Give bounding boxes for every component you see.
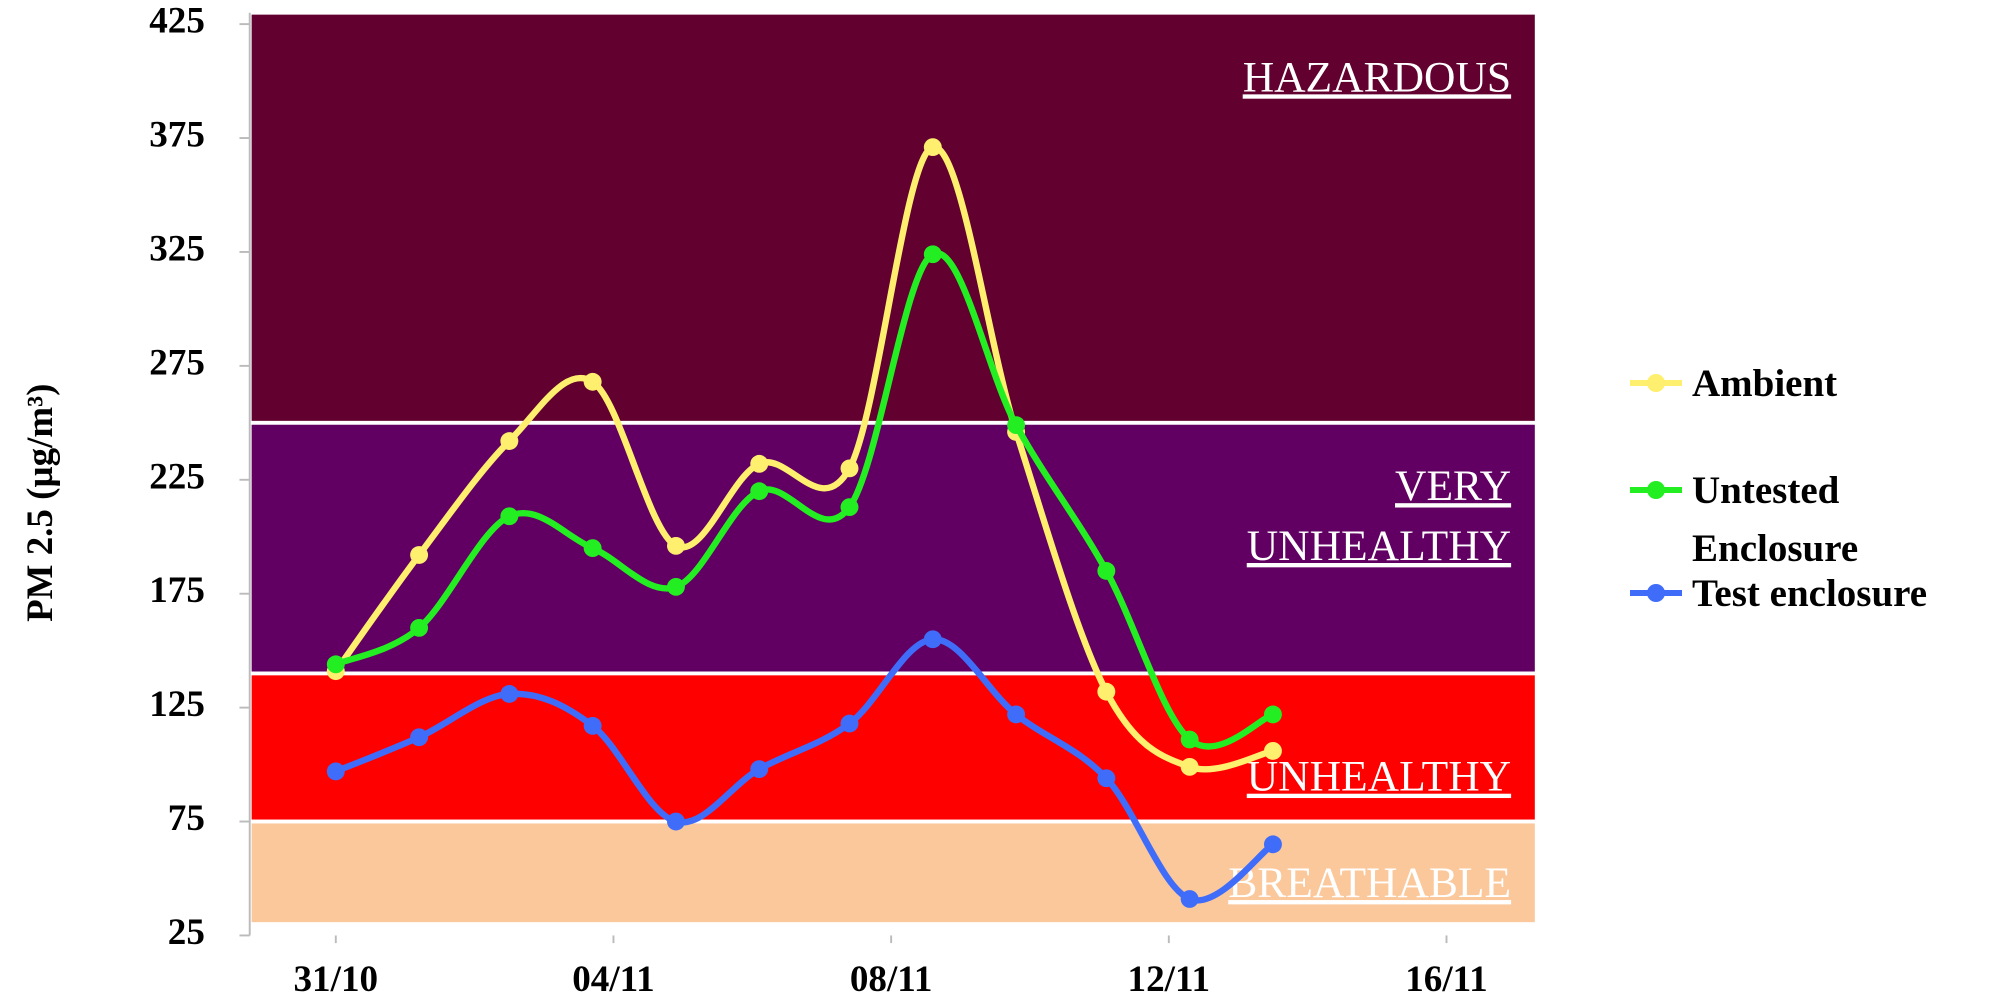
legend-dot xyxy=(1647,584,1665,602)
x-tick-label: 16/11 xyxy=(1405,959,1488,1000)
data-point xyxy=(326,762,345,781)
data-point xyxy=(1007,416,1026,435)
data-point xyxy=(840,459,859,478)
legend-key xyxy=(1630,374,1682,392)
data-point xyxy=(666,812,685,831)
data-point xyxy=(500,685,519,703)
data-point xyxy=(583,539,602,558)
data-point xyxy=(840,498,859,517)
band-label: UNHEALTHY xyxy=(1247,753,1511,801)
legend-label: Test enclosure xyxy=(1692,572,1928,615)
data-point xyxy=(923,630,942,649)
data-point xyxy=(1263,835,1282,854)
legend-key xyxy=(1630,481,1682,499)
x-tick-label: 12/11 xyxy=(1128,959,1211,1000)
data-point xyxy=(410,618,429,637)
data-point xyxy=(1263,705,1282,724)
data-point xyxy=(1097,769,1116,788)
data-point xyxy=(1180,730,1199,749)
x-tick-label: 31/10 xyxy=(294,959,379,1000)
data-point xyxy=(1097,562,1116,580)
legend-dot xyxy=(1647,374,1665,392)
y-tick-label: 125 xyxy=(149,684,205,725)
y-tick-label: 425 xyxy=(149,1,205,42)
data-point xyxy=(666,577,685,596)
legend: Ambient Untested Enclosure Test enclosure xyxy=(1628,0,2008,1008)
data-point xyxy=(583,716,602,735)
y-axis-label: PM 2.5 (µg/m³) xyxy=(20,384,61,622)
data-point xyxy=(583,372,602,391)
legend-label: Untested Enclosure xyxy=(1692,469,1859,570)
data-point xyxy=(923,245,942,264)
x-tick-label: 04/11 xyxy=(572,959,655,1000)
y-tick-label: 325 xyxy=(149,229,205,270)
y-tick-label: 25 xyxy=(168,912,205,953)
legend-label: Ambient xyxy=(1692,362,1838,405)
legend-entry: Ambient xyxy=(1628,355,2008,413)
data-point xyxy=(326,655,345,674)
band-label: HAZARDOUS xyxy=(1243,53,1511,101)
legend-dot xyxy=(1647,481,1665,499)
data-point xyxy=(1007,705,1026,724)
y-tick-label: 225 xyxy=(149,456,205,497)
band xyxy=(247,819,1539,926)
data-point xyxy=(1180,890,1199,908)
legend-entry: Test enclosure xyxy=(1628,565,2008,623)
band-label: BREATHABLE xyxy=(1228,859,1511,907)
data-point xyxy=(750,760,769,779)
y-tick-label: 275 xyxy=(149,342,205,383)
data-point xyxy=(840,714,859,733)
data-point xyxy=(500,507,519,526)
band-label: VERY xyxy=(1395,462,1511,510)
band-label: UNHEALTHY xyxy=(1247,522,1511,570)
legend-entry: Untested Enclosure xyxy=(1628,462,2008,578)
data-point xyxy=(666,536,685,555)
data-point xyxy=(500,432,519,450)
data-point xyxy=(410,546,429,564)
data-point xyxy=(750,454,769,473)
data-point xyxy=(923,138,942,157)
data-point xyxy=(750,482,769,501)
y-tick-label: 375 xyxy=(149,115,205,156)
data-point xyxy=(1263,742,1282,760)
data-point xyxy=(410,728,429,747)
data-point xyxy=(1180,757,1199,776)
x-tick-label: 08/11 xyxy=(850,959,933,1000)
data-point xyxy=(1097,682,1116,701)
y-tick-label: 75 xyxy=(168,798,205,839)
legend-key xyxy=(1630,584,1682,602)
y-tick-label: 175 xyxy=(149,570,205,611)
